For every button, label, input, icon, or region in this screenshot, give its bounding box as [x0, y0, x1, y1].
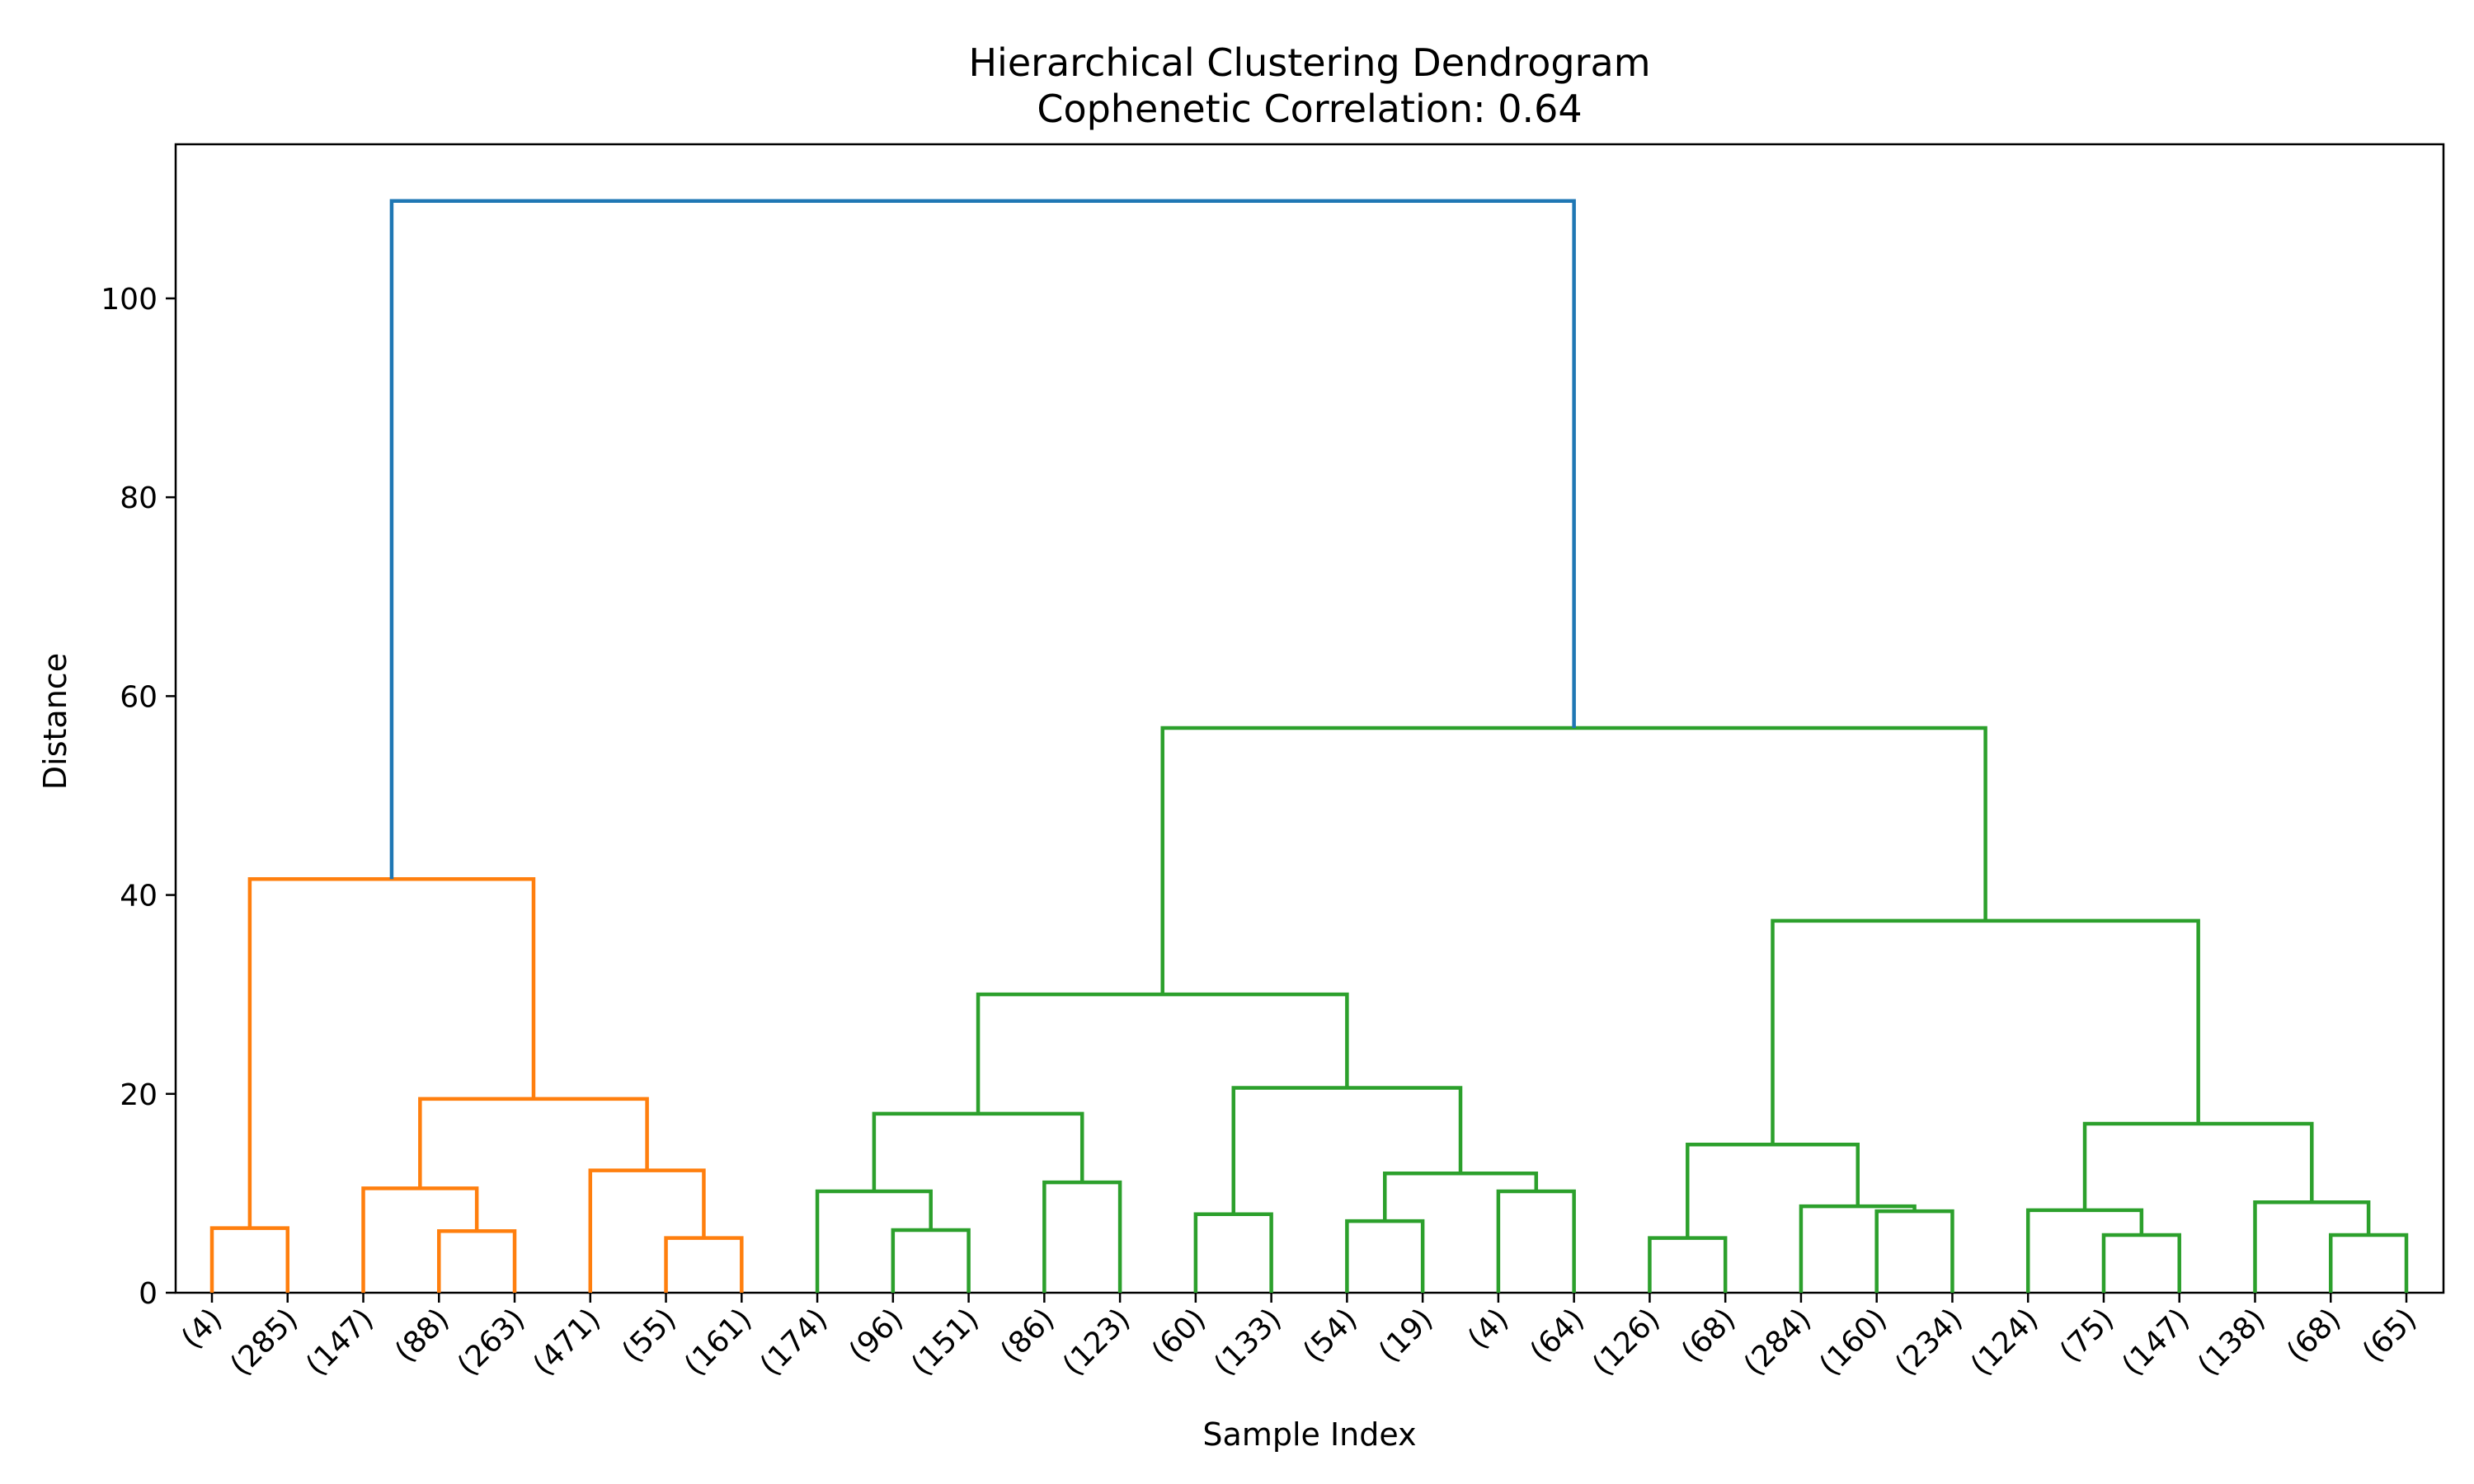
leaf-label: (75): [2053, 1302, 2120, 1369]
dendrogram-link: [664, 1236, 744, 1293]
plot-frame: [174, 143, 2445, 1294]
leaf-label: (285): [224, 1302, 304, 1382]
x-axis-label: Sample Index: [1202, 1416, 1416, 1453]
dendrogram-link: [1383, 1172, 1539, 1222]
dendrogram-link: [1042, 1180, 1122, 1293]
dendrogram-link: [872, 1111, 1084, 1191]
leaf-label: (147): [299, 1302, 379, 1382]
dendrogram-link: [815, 1189, 933, 1293]
leaf-label: (96): [843, 1302, 910, 1369]
leaf-label: (4): [175, 1302, 228, 1355]
leaf-label: (4): [1461, 1302, 1515, 1355]
dendrogram-link: [1193, 1212, 1273, 1293]
dendrogram-link: [2082, 1121, 2314, 1210]
leaf-label: (19): [1372, 1302, 1439, 1369]
dendrogram-link: [2101, 1233, 2181, 1293]
dendrogram-links: [209, 199, 2409, 1293]
dendrogram-link: [1160, 726, 1987, 995]
y-tick-label: 80: [120, 481, 158, 515]
leaf-label: (123): [1056, 1302, 1136, 1382]
dendrogram-link: [361, 1186, 479, 1293]
y-tick-label: 60: [120, 680, 158, 714]
leaf-label: (284): [1738, 1302, 1818, 1382]
leaf-label: (234): [1888, 1302, 1968, 1382]
leaf-label: (88): [388, 1302, 455, 1369]
leaf-label: (126): [1586, 1302, 1666, 1382]
dendrogram-link: [1686, 1143, 1860, 1238]
dendrogram-link: [1799, 1204, 1917, 1293]
leaf-label: (65): [2356, 1302, 2423, 1369]
x-axis-leaf-labels: (4)(285)(147) (88)(263)(471) (55)(161)(174…: [175, 1293, 2423, 1383]
dendrogram-link: [1648, 1236, 1728, 1293]
dendrogram-link: [588, 1168, 706, 1293]
leaf-label: (138): [2191, 1302, 2271, 1382]
leaf-label: (151): [905, 1302, 985, 1382]
leaf-label: (124): [1964, 1302, 2044, 1382]
dendrogram-link: [247, 877, 536, 1228]
dendrogram-link: [1345, 1219, 1425, 1293]
leaf-label: (68): [1675, 1302, 1742, 1369]
y-tick-label: 100: [101, 283, 158, 317]
leaf-label: (54): [1296, 1302, 1363, 1369]
dendrogram-link: [2025, 1208, 2144, 1293]
y-tick-label: 20: [120, 1078, 158, 1112]
y-axis-label: Distance: [37, 653, 73, 790]
dendrogram-link: [2328, 1233, 2409, 1293]
y-axis-ticks: 0 20 40 60 80 100: [101, 283, 176, 1311]
leaf-label: (161): [678, 1302, 758, 1382]
y-tick-label: 40: [120, 880, 158, 913]
dendrogram-link: [976, 992, 1349, 1114]
dendrogram-link: [1231, 1086, 1463, 1214]
chart-title: Hierarchical Clustering Dendrogram: [968, 40, 1650, 85]
leaf-label: (471): [527, 1302, 607, 1382]
leaf-label: (68): [2280, 1302, 2347, 1369]
leaf-label: (174): [754, 1302, 834, 1382]
y-tick-label: 0: [139, 1277, 158, 1311]
dendrogram-link: [209, 1226, 290, 1293]
dendrogram-link: [2253, 1200, 2371, 1293]
leaf-label: (160): [1813, 1302, 1893, 1382]
dendrogram-link: [1771, 918, 2200, 1145]
dendrogram-link: [1496, 1189, 1576, 1293]
leaf-label: (133): [1208, 1302, 1288, 1382]
dendrogram-link: [418, 1097, 649, 1189]
dendrogram-link: [389, 199, 1576, 880]
dendrogram-link: [891, 1228, 971, 1293]
chart-subtitle: Cophenetic Correlation: 0.64: [1037, 87, 1582, 131]
dendrogram-link: [437, 1228, 517, 1293]
leaf-label: (60): [1145, 1302, 1212, 1369]
leaf-label: (64): [1524, 1302, 1591, 1369]
leaf-label: (147): [2116, 1302, 2196, 1382]
leaf-label: (55): [616, 1302, 683, 1369]
dendrogram-link: [1874, 1209, 1954, 1293]
leaf-label: (86): [994, 1302, 1061, 1369]
axes-group: [174, 143, 2445, 1294]
leaf-label: (263): [451, 1302, 531, 1382]
